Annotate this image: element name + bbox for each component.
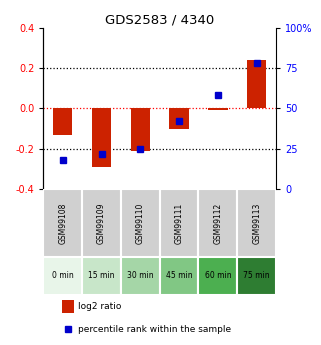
Bar bbox=[53, 108, 73, 135]
Title: GDS2583 / 4340: GDS2583 / 4340 bbox=[105, 13, 214, 27]
Bar bbox=[198, 257, 237, 295]
Text: 45 min: 45 min bbox=[166, 272, 192, 280]
Bar bbox=[237, 257, 276, 295]
Text: GSM99112: GSM99112 bbox=[213, 203, 222, 244]
Bar bbox=[92, 108, 111, 167]
Text: GSM99110: GSM99110 bbox=[136, 203, 145, 244]
Bar bbox=[169, 108, 189, 128]
Bar bbox=[43, 257, 82, 295]
Bar bbox=[82, 189, 121, 257]
Text: 15 min: 15 min bbox=[88, 272, 115, 280]
Text: GSM99109: GSM99109 bbox=[97, 203, 106, 244]
Bar bbox=[160, 189, 198, 257]
Bar bbox=[82, 257, 121, 295]
Text: GSM99111: GSM99111 bbox=[175, 203, 184, 244]
Bar bbox=[62, 300, 74, 313]
Text: 0 min: 0 min bbox=[52, 272, 74, 280]
Text: GSM99113: GSM99113 bbox=[252, 203, 261, 244]
Bar bbox=[121, 189, 160, 257]
Bar bbox=[237, 189, 276, 257]
Text: log2 ratio: log2 ratio bbox=[78, 302, 122, 311]
Text: 30 min: 30 min bbox=[127, 272, 154, 280]
Bar bbox=[121, 257, 160, 295]
Text: 75 min: 75 min bbox=[243, 272, 270, 280]
Bar bbox=[208, 108, 228, 110]
Bar bbox=[247, 60, 266, 108]
Text: GSM99108: GSM99108 bbox=[58, 203, 67, 244]
Bar bbox=[160, 257, 198, 295]
Text: percentile rank within the sample: percentile rank within the sample bbox=[78, 325, 231, 334]
Bar bbox=[198, 189, 237, 257]
Text: 60 min: 60 min bbox=[204, 272, 231, 280]
Bar bbox=[43, 189, 82, 257]
Bar bbox=[131, 108, 150, 151]
